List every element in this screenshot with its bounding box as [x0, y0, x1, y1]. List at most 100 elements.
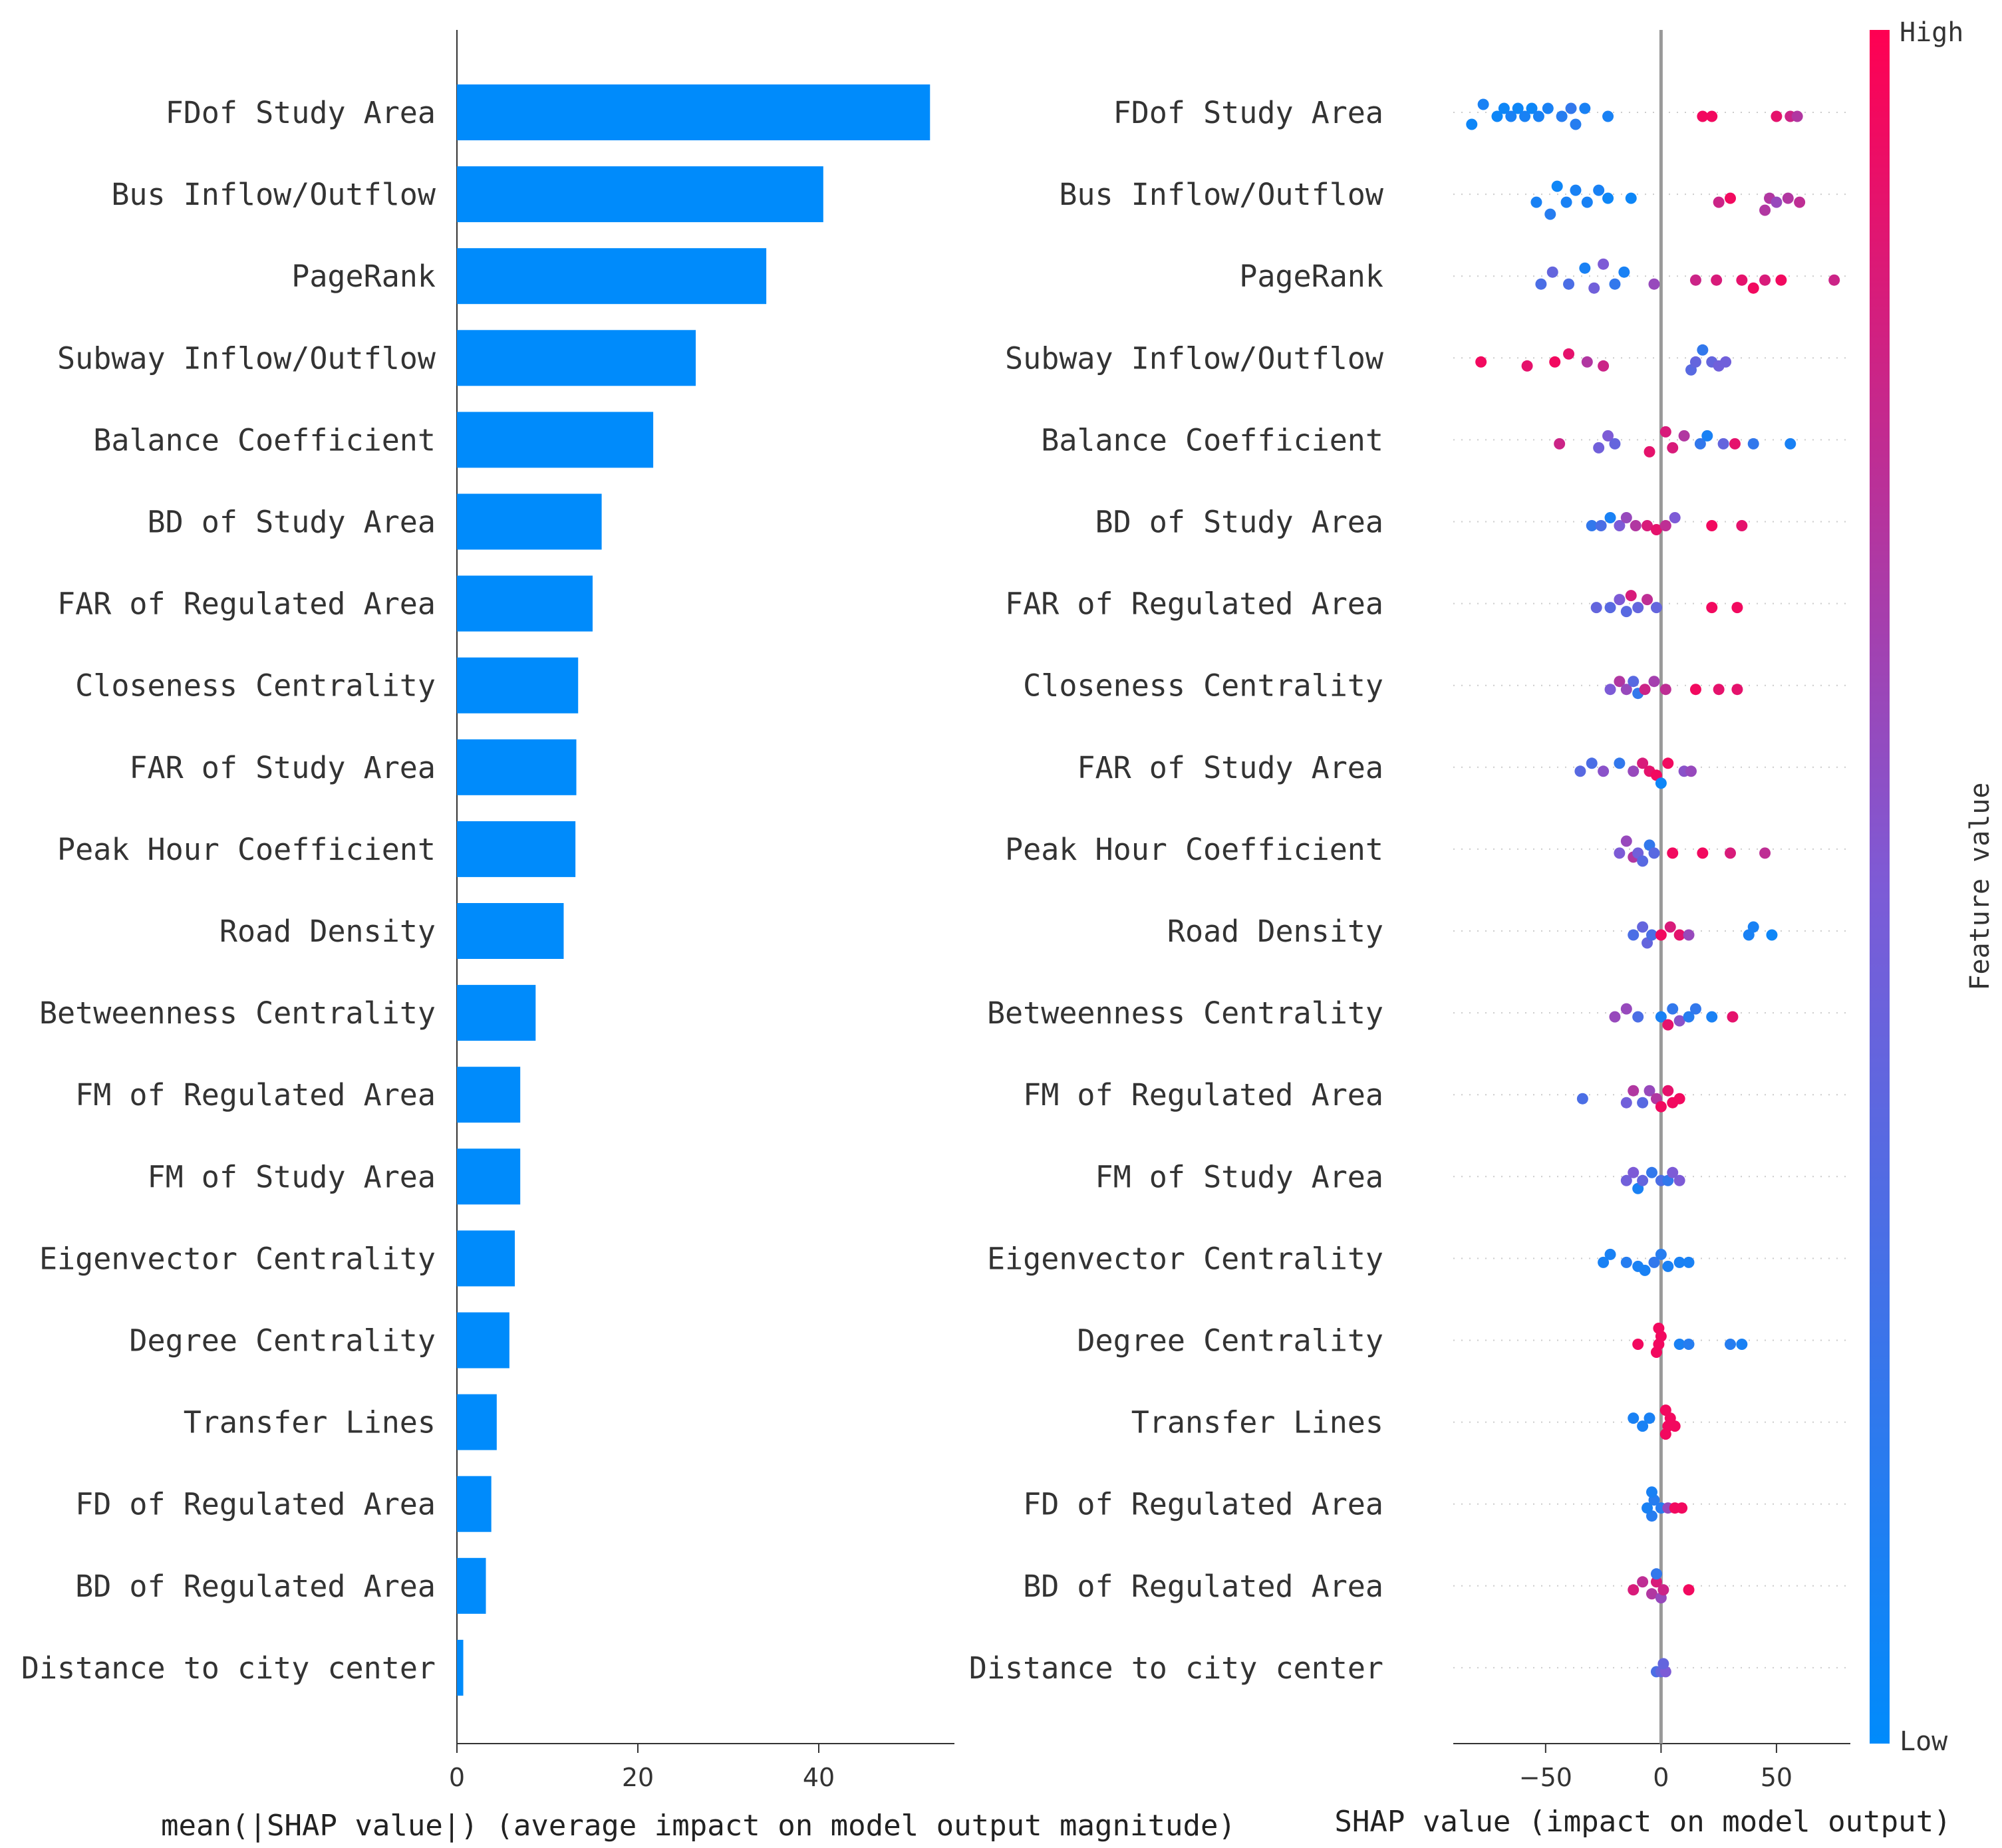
- swarm-x-tick-label: 0: [1653, 1763, 1669, 1792]
- swarm-point: [1727, 1011, 1739, 1023]
- swarm-feature-label: Betweenness Centrality: [987, 995, 1383, 1031]
- colorbar-high-label: High: [1900, 17, 1963, 48]
- swarm-point: [1667, 1003, 1679, 1015]
- swarm-point: [1637, 921, 1649, 933]
- swarm-point: [1570, 184, 1582, 196]
- bar-feature-label: FM of Study Area: [148, 1159, 436, 1194]
- swarm-point: [1662, 1019, 1674, 1031]
- swarm-point: [1556, 110, 1568, 122]
- swarm-point: [1637, 1097, 1649, 1109]
- bar-feature-label: FAR of Regulated Area: [57, 587, 436, 622]
- swarm-point: [1642, 594, 1653, 606]
- swarm-point: [1759, 847, 1771, 859]
- swarm-point: [1711, 274, 1723, 286]
- bar: [457, 575, 593, 632]
- swarm-point: [1669, 1420, 1681, 1432]
- swarm-point: [1650, 1568, 1662, 1580]
- bar: [457, 248, 767, 305]
- swarm-point: [1477, 98, 1489, 110]
- swarm-point: [1706, 1011, 1718, 1023]
- swarm-point: [1542, 102, 1554, 114]
- swarm-feature-label: Eigenvector Centrality: [987, 1241, 1383, 1276]
- swarm-point: [1650, 602, 1662, 614]
- swarm-feature-label: FDof Study Area: [1113, 95, 1383, 130]
- swarm-point: [1598, 360, 1610, 372]
- swarm-point: [1694, 438, 1706, 450]
- swarm-point: [1625, 590, 1637, 602]
- swarm-point: [1706, 602, 1718, 614]
- swarm-point: [1551, 180, 1563, 192]
- bar-feature-label: Road Density: [219, 914, 436, 949]
- colorbar-title: Feature value: [1965, 782, 1995, 990]
- swarm-feature-label: Transfer Lines: [1131, 1405, 1383, 1440]
- swarm-point: [1590, 602, 1602, 614]
- swarm-point: [1775, 274, 1787, 286]
- swarm-point: [1563, 278, 1575, 290]
- swarm-feature-label: Closeness Centrality: [1023, 668, 1383, 704]
- swarm-point: [1563, 348, 1575, 360]
- swarm-point: [1648, 278, 1660, 290]
- swarm-point: [1512, 102, 1524, 114]
- swarm-point: [1604, 1248, 1616, 1260]
- swarm-point: [1659, 426, 1671, 438]
- swarm-point: [1632, 1339, 1644, 1350]
- swarm-point: [1526, 102, 1538, 114]
- bar-feature-label: Balance Coefficient: [93, 422, 436, 458]
- swarm-point: [1602, 192, 1614, 204]
- swarm-point: [1747, 921, 1759, 933]
- swarm-point: [1644, 1085, 1655, 1097]
- swarm-point: [1570, 118, 1582, 130]
- swarm-feature-label: Peak Hour Coefficient: [1005, 832, 1383, 867]
- swarm-point: [1554, 438, 1566, 450]
- swarm-point: [1466, 118, 1478, 130]
- swarm-point: [1614, 676, 1626, 688]
- swarm-feature-label: BD of Regulated Area: [1023, 1569, 1383, 1604]
- bar-feature-label: Degree Centrality: [129, 1323, 436, 1359]
- swarm-point: [1747, 438, 1759, 450]
- swarm-point: [1628, 765, 1640, 777]
- swarm-point: [1560, 196, 1572, 208]
- swarm-point: [1644, 1412, 1655, 1424]
- swarm-point: [1706, 110, 1718, 122]
- swarm-point: [1673, 1339, 1685, 1350]
- swarm-point: [1648, 676, 1660, 688]
- swarm-point: [1667, 442, 1679, 454]
- swarm-point: [1676, 1502, 1688, 1514]
- bar-x-tick-label: 0: [449, 1763, 465, 1792]
- swarm-point: [1673, 1015, 1685, 1027]
- swarm-point: [1630, 520, 1642, 531]
- swarm-point: [1614, 520, 1626, 531]
- swarm-point: [1759, 204, 1771, 216]
- swarm-point: [1637, 855, 1649, 867]
- bar: [457, 657, 579, 714]
- swarm-point: [1628, 676, 1640, 688]
- swarm-point: [1731, 684, 1743, 696]
- swarm-point: [1521, 360, 1533, 372]
- swarm-point: [1731, 602, 1743, 614]
- swarm-point: [1639, 1264, 1651, 1276]
- swarm-point: [1771, 196, 1783, 208]
- swarm-point: [1659, 1404, 1671, 1416]
- bar: [457, 739, 577, 795]
- swarm-point: [1713, 196, 1725, 208]
- bar: [457, 84, 930, 140]
- swarm-point: [1655, 1248, 1667, 1260]
- bar-feature-label: BD of Regulated Area: [75, 1569, 436, 1604]
- swarm-point: [1637, 1174, 1649, 1186]
- bar-feature-label: Distance to city center: [21, 1650, 436, 1686]
- bar: [457, 985, 536, 1041]
- swarm-point: [1637, 1420, 1649, 1432]
- swarm-feature-label: FM of Regulated Area: [1023, 1077, 1383, 1113]
- swarm-point: [1581, 356, 1593, 368]
- bar: [457, 1476, 492, 1532]
- swarm-point: [1620, 1097, 1632, 1109]
- swarm-point: [1697, 344, 1709, 356]
- swarm-point: [1747, 282, 1759, 294]
- swarm-feature-label: FAR of Study Area: [1077, 750, 1383, 785]
- swarm-point: [1544, 208, 1556, 220]
- swarm-point: [1673, 1256, 1685, 1268]
- swarm-point: [1598, 765, 1610, 777]
- bar: [457, 1148, 521, 1205]
- swarm-feature-label: PageRank: [1239, 259, 1383, 294]
- swarm-point: [1632, 1011, 1644, 1023]
